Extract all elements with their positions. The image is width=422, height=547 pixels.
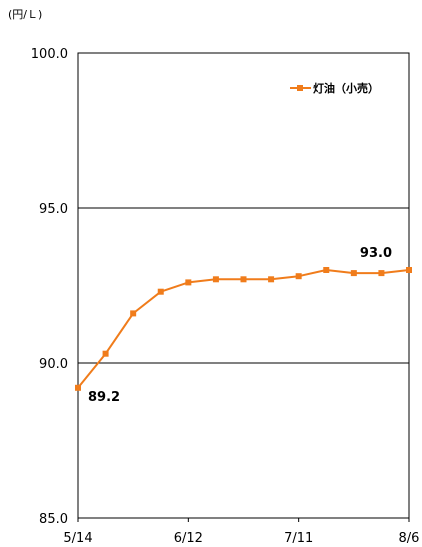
y-axis-ticks: 100.0 95.0 90.0 85.0 xyxy=(31,47,68,527)
y-tick-label: 95.0 xyxy=(39,202,68,217)
data-point xyxy=(212,276,219,283)
y-axis-unit-label: (円/Ｌ) xyxy=(8,8,42,21)
series-group xyxy=(75,267,412,391)
x-tick-label: 8/6 xyxy=(399,531,420,546)
data-label: 93.0 xyxy=(360,246,392,261)
data-point xyxy=(350,270,357,277)
x-tick-label: 6/12 xyxy=(174,531,203,546)
data-point xyxy=(75,384,81,391)
data-point xyxy=(268,276,275,283)
data-point xyxy=(406,267,412,273)
data-point xyxy=(102,350,109,357)
data-label: 89.2 xyxy=(88,390,120,405)
plot-area-frame xyxy=(77,52,410,519)
legend: 灯油（小売） xyxy=(290,81,379,95)
x-tick-label: 5/14 xyxy=(63,531,92,546)
legend-label: 灯油（小売） xyxy=(313,81,379,95)
data-point xyxy=(157,288,164,295)
y-tick-label: 90.0 xyxy=(39,357,68,372)
x-axis-ticks: 5/14 6/12 7/11 8/6 xyxy=(63,518,419,546)
data-point xyxy=(323,267,330,273)
data-point xyxy=(378,270,385,277)
gridlines xyxy=(78,207,409,364)
data-point xyxy=(240,276,247,283)
data-point xyxy=(295,273,302,280)
data-labels: 89.2 93.0 xyxy=(88,246,392,405)
series-line xyxy=(77,269,410,389)
y-tick-label: 100.0 xyxy=(31,47,68,62)
x-tick-label: 7/11 xyxy=(284,531,313,546)
data-point xyxy=(130,310,137,317)
legend-marker-swatch xyxy=(297,85,303,91)
y-tick-label: 85.0 xyxy=(39,512,68,527)
data-point xyxy=(185,279,192,286)
